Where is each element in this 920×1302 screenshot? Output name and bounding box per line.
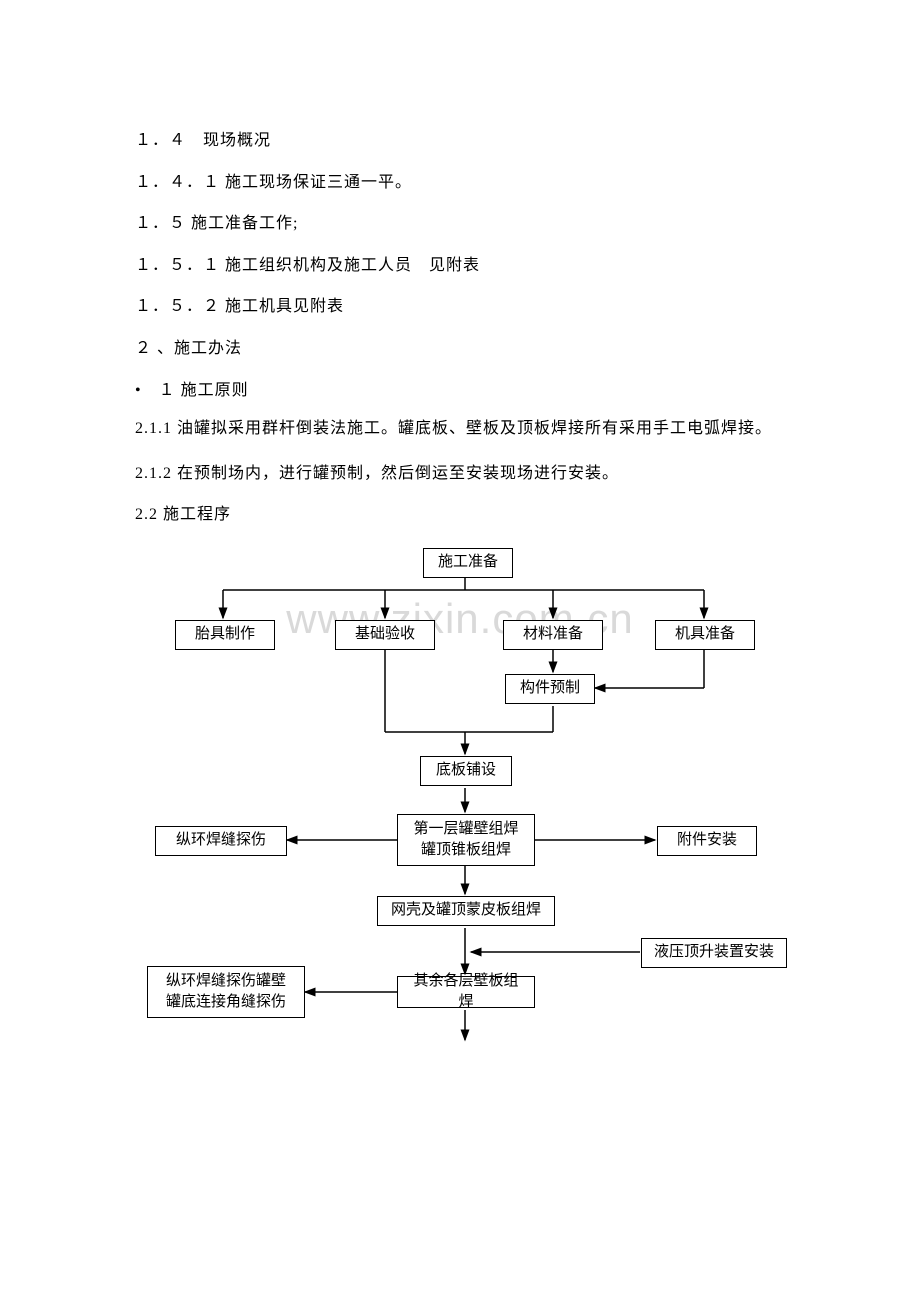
text-line: １．５．１ 施工组织机构及施工人员 见附表 [135,245,790,287]
text-line: ２ 、施工办法 [135,328,790,370]
flow-node: 其余各层壁板组焊 [397,976,535,1008]
text-line: • １ 施工原则 [135,370,790,412]
flow-node: 材料准备 [503,620,603,650]
flow-node: 构件预制 [505,674,595,704]
flow-node: 第一层罐壁组焊 罐顶锥板组焊 [397,814,535,866]
flow-node: 底板铺设 [420,756,512,786]
flow-node: 纵环焊缝探伤 [155,826,287,856]
text-line: １．４．１ 施工现场保证三通一平。 [135,162,790,204]
text-line: １．５．２ 施工机具见附表 [135,286,790,328]
flow-node: 附件安装 [657,826,757,856]
text-line: １．４ 现场概况 [135,120,790,162]
text-line: 2.1.1 油罐拟采用群杆倒装法施工。罐底板、壁板及顶板焊接所有采用手工电弧焊接… [135,411,790,448]
text-line: 2.1.2 在预制场内，进行罐预制，然后倒运至安装现场进行安装。 [135,456,790,493]
flow-node: 网壳及罐顶蒙皮板组焊 [377,896,555,926]
flow-node: 施工准备 [423,548,513,578]
flow-node: 基础验收 [335,620,435,650]
flow-node: 胎具制作 [175,620,275,650]
flowchart: 施工准备 胎具制作 基础验收 材料准备 机具准备 构件预制 底板铺设 第一层罐壁… [135,542,795,1062]
text-line: １．５ 施工准备工作; [135,203,790,245]
text-line: 2.2 施工程序 [135,497,790,534]
flow-node: 液压顶升装置安装 [641,938,787,968]
flow-node: 纵环焊缝探伤罐壁 罐底连接角缝探伤 [147,966,305,1018]
flow-node: 机具准备 [655,620,755,650]
